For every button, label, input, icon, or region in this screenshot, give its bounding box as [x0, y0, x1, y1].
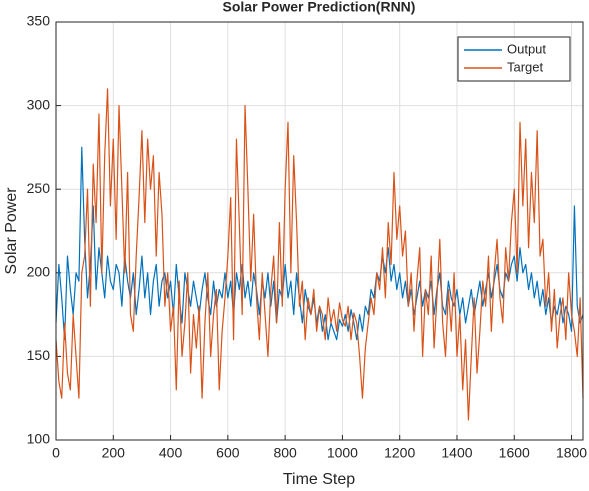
x-tick-label: 600	[216, 445, 240, 461]
plot-area	[56, 22, 583, 440]
y-tick-label: 200	[27, 264, 51, 280]
x-tick-label: 1800	[556, 445, 587, 461]
x-axis-label: Time Step	[283, 471, 355, 488]
legend-label: Target	[507, 59, 544, 74]
x-tick-label: 400	[159, 445, 183, 461]
x-tick-label: 1000	[327, 445, 358, 461]
y-tick-label: 100	[27, 431, 51, 447]
y-tick-label: 300	[27, 96, 51, 112]
x-tick-label: 800	[273, 445, 297, 461]
x-tick-label: 0	[52, 445, 60, 461]
axes-box	[55, 21, 584, 441]
chart-title: Solar Power Prediction(RNN)	[223, 0, 416, 15]
data-line	[55, 88, 584, 421]
y-axis-label: Solar Power	[3, 187, 20, 275]
legend-box	[457, 36, 571, 82]
x-tick-label: 1600	[499, 445, 530, 461]
y-tick-label: 350	[27, 13, 51, 29]
y-tick-label: 250	[27, 180, 51, 196]
legend-label: Output	[507, 41, 546, 56]
x-tick-label: 1200	[384, 445, 415, 461]
x-tick-label: 1400	[441, 445, 472, 461]
y-tick-label: 150	[27, 347, 51, 363]
x-tick-label: 200	[102, 445, 126, 461]
